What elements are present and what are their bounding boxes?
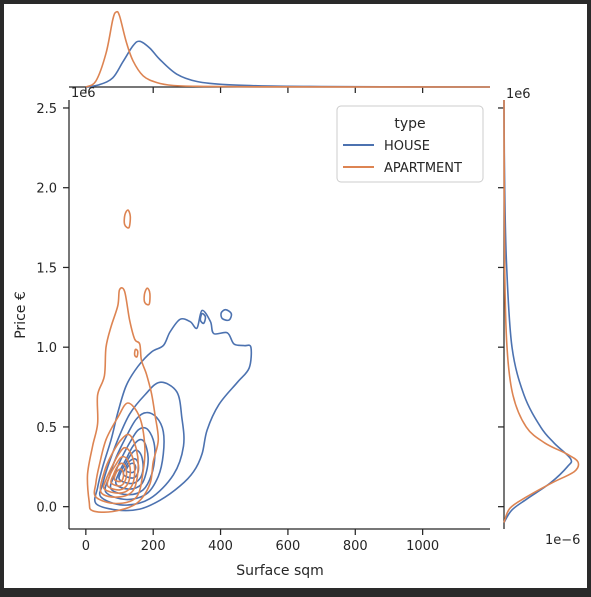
y-offset-text: 1e6: [71, 86, 96, 101]
legend-frame: [336, 105, 484, 183]
right-marginal-curve-apartment: [503, 99, 580, 523]
contour-house-island-0: [199, 312, 207, 325]
x-tick-label-4: 800: [343, 539, 368, 554]
x-ticks: 0 200 400 600 800 1000: [82, 529, 439, 554]
y-tick-label-5: 2.5: [36, 102, 57, 117]
y-tick-label-0: 0.0: [36, 501, 57, 516]
contour-apartment-1: [93, 402, 146, 505]
y-axis-label: Price €: [13, 291, 29, 339]
x-tick-label-0: 0: [82, 539, 90, 554]
y-tick-label-3: 1.5: [36, 261, 57, 276]
y-tick-label-1: 0.5: [36, 421, 57, 436]
right-marginal-axes: 1e6 1e−6: [498, 87, 580, 548]
legend-title: type: [394, 116, 425, 132]
x-tick-label-5: 1000: [406, 539, 439, 554]
top-marginal-axes: [69, 10, 491, 93]
top-marginal-curves: [85, 10, 491, 88]
right-offset-text-bottom: 1e−6: [545, 533, 580, 548]
contour-house-island-1: [220, 308, 233, 322]
contour-apartment-7: [123, 209, 132, 229]
contour-apartment-0: [86, 286, 160, 513]
x-tick-label-1: 200: [141, 539, 166, 554]
contour-apartment-2: [99, 433, 139, 498]
main-contours: [86, 209, 253, 513]
contour-house-3: [109, 426, 156, 496]
contour-house-0: [93, 309, 253, 512]
right-marginal-ticks: [498, 107, 504, 508]
contour-apartment-8: [143, 287, 151, 306]
y-tick-label-4: 2.0: [36, 182, 57, 197]
contour-apartment-5: [110, 462, 128, 487]
y-tick-label-2: 1.0: [36, 341, 57, 356]
x-axis-label: Surface sqm: [236, 563, 324, 579]
y-ticks: 0.0 0.5 1.0 1.5 2.0 2.5: [36, 102, 69, 516]
main-axes: 0 200 400 600 800 1000 0.0 0.5 1.0 1.5 2.0 2.5 1e6…: [13, 86, 490, 579]
contour-apartment-9: [133, 348, 139, 358]
right-marginal-curves: [503, 99, 580, 524]
right-marginal-curve-house: [503, 99, 573, 524]
contour-apartment-4: [106, 455, 132, 491]
x-tick-label-2: 400: [208, 539, 233, 554]
legend: type HOUSE APARTMENT: [336, 105, 484, 183]
legend-label-apartment: APARTMENT: [384, 161, 462, 176]
contour-apartment-3: [102, 446, 136, 494]
right-offset-text-top: 1e6: [506, 87, 531, 102]
top-marginal-curve-apartment: [85, 10, 491, 88]
contour-apartment-6: [113, 468, 125, 483]
contour-house-1: [98, 381, 185, 506]
legend-label-house: HOUSE: [384, 139, 430, 154]
x-tick-label-3: 600: [276, 539, 301, 554]
top-marginal-ticks: [85, 87, 424, 93]
